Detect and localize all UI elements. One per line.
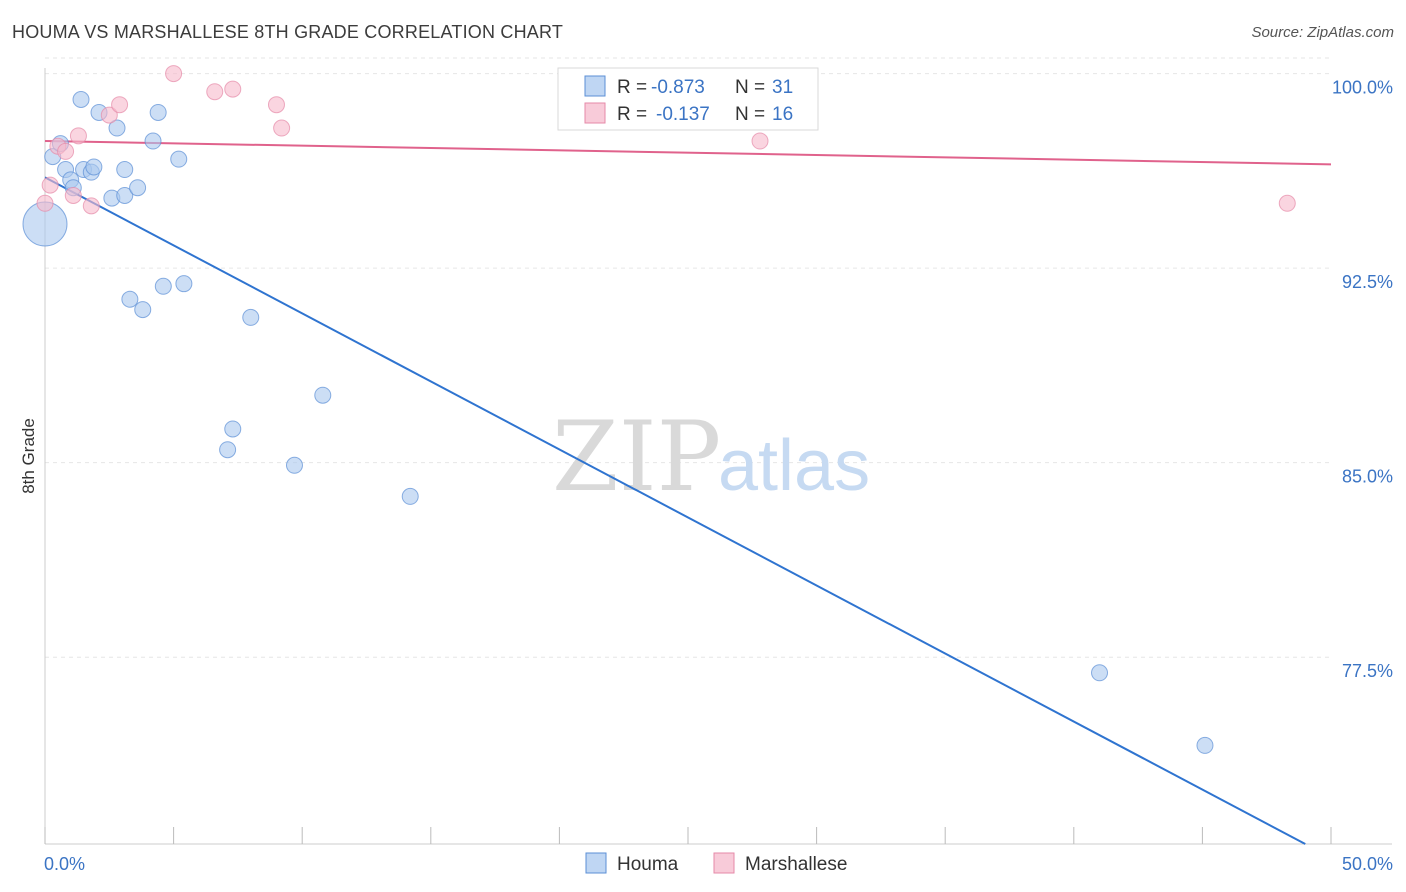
- point-houma: [224, 420, 242, 438]
- point-marshallese: [273, 119, 291, 137]
- point-marshallese: [1278, 194, 1296, 212]
- bottom-legend-label-marshallese: Marshallese: [745, 854, 847, 875]
- y-axis-title: 8th Grade: [19, 418, 38, 494]
- point-houma: [285, 456, 303, 474]
- legend-n-label-houma: N =: [735, 77, 765, 98]
- y-tick-label: 77.5%: [1342, 661, 1393, 681]
- trend-layer: [44, 140, 1332, 845]
- point-marshallese: [267, 96, 285, 114]
- legend-n-label-marshallese: N =: [735, 104, 765, 125]
- legend-swatch-marshallese: [584, 102, 606, 124]
- legend-r-value-houma: -0.873: [651, 77, 705, 98]
- legend-n-value-houma: 31: [772, 77, 793, 98]
- point-houma: [134, 301, 152, 319]
- y-tick-label: 100.0%: [1332, 78, 1393, 98]
- point-houma: [401, 487, 419, 505]
- trend-line-marshallese: [44, 140, 1332, 166]
- point-marshallese: [64, 186, 82, 204]
- point-marshallese: [111, 96, 129, 114]
- x-tick-label-end: 50.0%: [1342, 854, 1393, 874]
- legend-swatch-houma: [584, 75, 606, 97]
- watermark-zip: ZIP: [552, 401, 721, 513]
- point-houma: [72, 91, 90, 109]
- point-houma: [85, 158, 103, 176]
- point-houma: [1196, 736, 1214, 754]
- point-houma: [154, 277, 172, 295]
- point-houma: [144, 132, 162, 150]
- legend-r-value-marshallese: -0.137: [656, 104, 710, 125]
- point-marshallese: [82, 197, 100, 215]
- legend-r-label-houma: R =: [617, 77, 647, 98]
- point-houma: [121, 290, 139, 308]
- point-marshallese: [57, 142, 75, 160]
- point-houma: [1091, 664, 1109, 682]
- point-marshallese: [751, 132, 769, 150]
- point-marshallese: [206, 83, 224, 101]
- y-tick-label: 85.0%: [1342, 467, 1393, 487]
- chart-title: HOUMA VS MARSHALLESE 8TH GRADE CORRELATI…: [12, 22, 564, 42]
- grid-layer: [45, 57, 1331, 658]
- point-houma: [149, 103, 167, 121]
- point-houma: [314, 386, 332, 404]
- point-marshallese: [69, 127, 87, 145]
- bottom-legend-swatch-marshallese: [713, 852, 735, 874]
- watermark-atlas: atlas: [718, 426, 870, 506]
- point-marshallese: [165, 65, 183, 83]
- trend-line-houma: [44, 176, 1306, 845]
- y-tick-label: 92.5%: [1342, 272, 1393, 292]
- point-houma: [242, 308, 260, 326]
- point-marshallese: [41, 176, 59, 194]
- point-houma: [108, 119, 126, 137]
- point-houma: [116, 161, 134, 179]
- legend-n-value-marshallese: 16: [772, 104, 793, 125]
- point-marshallese: [224, 80, 242, 98]
- point-houma: [175, 275, 193, 293]
- point-marshallese: [100, 106, 118, 124]
- axes-layer: 77.5% 85.0% 92.5% 100.0% 0.0% 50.0% 8th Grade: [19, 68, 1393, 874]
- points-layer: [22, 65, 1296, 754]
- legend-r-label-marshallese: R =: [617, 104, 647, 125]
- point-marshallese: [36, 194, 54, 212]
- top-legend: R = -0.873 N = 31 R = -0.137 N = 16: [557, 67, 819, 131]
- bottom-legend-swatch-houma: [585, 852, 607, 874]
- point-houma: [129, 179, 147, 197]
- bottom-legend-label-houma: Houma: [617, 854, 679, 875]
- point-houma: [116, 186, 134, 204]
- chart-source: Source: ZipAtlas.com: [1251, 24, 1394, 41]
- point-houma: [219, 441, 237, 459]
- point-houma: [170, 150, 188, 168]
- x-tick-label-start: 0.0%: [44, 854, 85, 874]
- watermark: ZIP atlas: [552, 401, 870, 513]
- bottom-legend: Houma Marshallese: [585, 852, 847, 875]
